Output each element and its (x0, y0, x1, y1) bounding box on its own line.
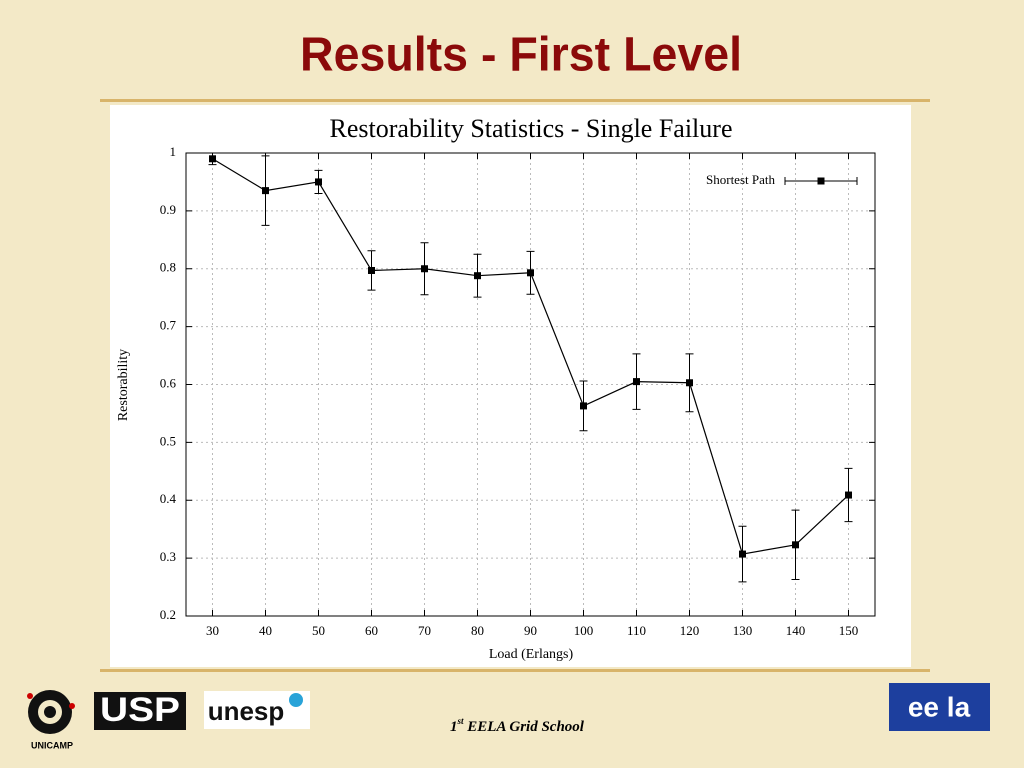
y-tick-label: 0.6 (160, 375, 177, 390)
footer: 1st EELA Grid School (450, 716, 585, 735)
y-tick-label: 0.2 (160, 607, 176, 622)
data-point (421, 265, 428, 273)
footer-text: EELA Grid School (464, 719, 585, 735)
y-axis-label: Restorability (116, 349, 131, 421)
x-tick-label: 110 (627, 623, 646, 638)
logo-text: ee la (908, 691, 971, 722)
footer-number: 1 (450, 719, 458, 735)
x-tick-label: 40 (259, 623, 272, 638)
data-point (633, 378, 640, 386)
legend-label: Shortest Path (706, 172, 775, 187)
x-tick-label: 70 (418, 623, 431, 638)
data-point (580, 402, 587, 410)
data-point (262, 187, 269, 195)
data-point (474, 272, 481, 280)
data-point (527, 269, 534, 277)
logo-text: USP (100, 691, 180, 729)
data-point (368, 266, 375, 274)
data-point (315, 178, 322, 186)
data-point (792, 541, 799, 549)
unicamp-logo: UNICAMP (27, 690, 75, 750)
x-tick-label: 60 (365, 623, 378, 638)
y-tick-label: 0.7 (160, 318, 177, 333)
logo-text: UNICAMP (31, 740, 73, 750)
data-point (739, 550, 746, 558)
x-tick-label: 150 (839, 623, 859, 638)
x-tick-label: 80 (471, 623, 484, 638)
plot-frame (185, 152, 876, 617)
x-tick-label: 30 (206, 623, 219, 638)
x-tick-label: 130 (733, 623, 753, 638)
eela-logo: ee la (889, 683, 990, 731)
data-point (845, 491, 852, 499)
x-tick-label: 90 (524, 623, 537, 638)
y-tick-label: 0.9 (160, 202, 176, 217)
footer-suffix: st (457, 716, 465, 726)
y-tick-label: 0.5 (160, 433, 176, 448)
y-tick-label: 0.3 (160, 549, 176, 564)
legend-symbol (817, 177, 825, 185)
x-axis-label: Load (Erlangs) (489, 647, 574, 662)
x-tick-label: 140 (786, 623, 806, 638)
y-tick-label: 0.4 (160, 491, 177, 506)
divider (100, 99, 930, 102)
y-tick-label: 1 (170, 144, 177, 159)
chart-area (110, 105, 911, 667)
x-tick-label: 50 (312, 623, 325, 638)
slide-title: Results - First Level (300, 29, 742, 82)
logo-text: unesp (208, 696, 285, 726)
data-point (209, 155, 216, 163)
data-point (686, 379, 693, 387)
y-tick-label: 0.8 (160, 260, 176, 275)
x-tick-label: 120 (680, 623, 700, 638)
divider (100, 669, 930, 672)
x-tick-label: 100 (574, 623, 594, 638)
unesp-logo: unesp (204, 691, 310, 729)
usp-logo: USP (94, 691, 186, 730)
chart-title: Restorability Statistics - Single Failur… (330, 114, 733, 143)
